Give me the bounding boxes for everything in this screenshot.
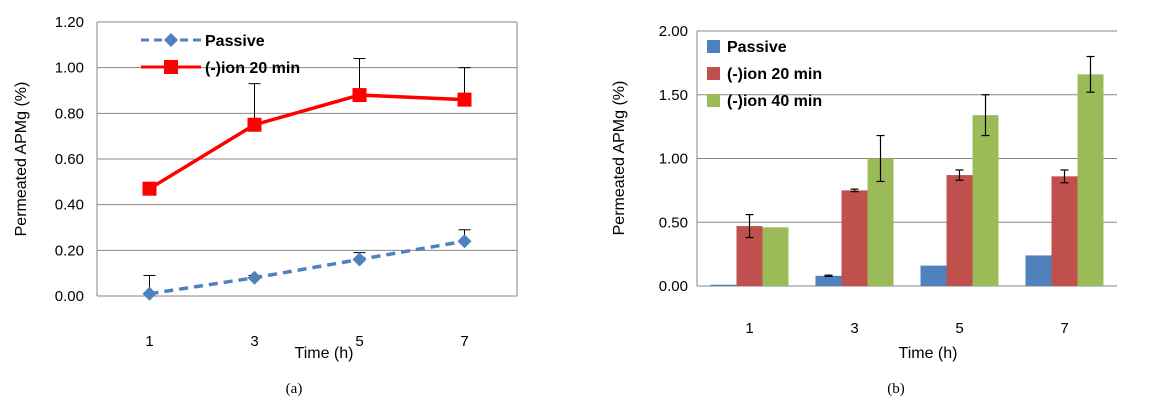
chart-b-xlabel: Time (h) [899, 345, 958, 362]
chart-b-legend: Passive (-)ion 20 min (-)ion 40 min [707, 39, 822, 110]
chart-a-y-tick: 0.20 [55, 242, 84, 259]
chart-b-y-tick: 1.00 [659, 151, 688, 168]
chart-a-legend-label: Passive [205, 33, 265, 50]
chart-b-y-tick: 0.50 [659, 214, 688, 231]
chart-a-series-line [148, 93, 465, 191]
chart-a-legend-label: (-)ion 20 min [205, 60, 300, 77]
chart-a-point [247, 117, 262, 132]
chart-b-x-tick: 5 [955, 320, 963, 337]
chart-b-x-tick: 7 [1060, 320, 1068, 337]
chart-a-legend-marker [164, 60, 178, 74]
chart-b-bar [920, 265, 947, 286]
chart-b-x-tick: 1 [745, 320, 753, 337]
chart-a-series-line [149, 239, 465, 296]
chart-b-bar [762, 227, 789, 286]
chart-a-point [247, 270, 262, 285]
chart-b-x-tick: 3 [850, 320, 858, 337]
chart-a-ylabel: Permeated APMg (%) [13, 82, 30, 237]
chart-b-legend-label: Passive [727, 39, 787, 56]
chart-b-bar [972, 115, 999, 287]
chart-b-bar [1077, 74, 1104, 286]
chart-b-y-tick-labels: 0.00 0.50 1.00 1.50 2.00 [659, 23, 688, 295]
chart-a-point [352, 88, 367, 103]
chart-b-bar [815, 275, 842, 286]
chart-a-point [457, 92, 472, 107]
chart-a-point [142, 286, 157, 301]
chart-b-legend-swatch [707, 94, 720, 107]
chart-b-legend-label: (-)ion 40 min [727, 93, 822, 110]
chart-a-point [142, 181, 157, 196]
chart-b-y-tick: 1.50 [659, 87, 688, 104]
chart-a-gridlines [96, 21, 518, 297]
chart-b-y-tick: 2.00 [659, 23, 688, 40]
chart-a-x-tick: 1 [145, 333, 153, 350]
chart-a-x-tick-labels: 1 3 5 7 [145, 333, 468, 350]
chart-a-x-tick: 3 [250, 333, 258, 350]
chart-b: 0.00 0.50 1.00 1.50 2.00 1 3 5 7 Passive (-)ion … [611, 23, 1117, 397]
chart-a-y-tick: 0.00 [55, 288, 84, 305]
chart-a-point [457, 234, 472, 249]
chart-a-y-tick: 0.80 [55, 105, 84, 122]
chart-a-y-tick: 1.00 [55, 60, 84, 77]
chart-a-y-tick: 1.20 [55, 14, 84, 31]
chart-b-bar [1051, 176, 1078, 286]
chart-a-caption: (a) [286, 381, 303, 397]
chart-a-legend-marker [164, 33, 178, 47]
chart-b-bar [710, 284, 737, 286]
chart-b-gridlines [696, 30, 1117, 287]
chart-a-x-tick: 5 [355, 333, 363, 350]
chart-b-caption: (b) [887, 381, 905, 397]
chart-b-legend-swatch [707, 67, 720, 80]
chart-b-legend-label: (-)ion 20 min [727, 66, 822, 83]
chart-b-bar [1025, 255, 1052, 286]
chart-a-y-tick: 0.40 [55, 197, 84, 214]
chart-a-series [142, 58, 472, 301]
chart-a-x-tick: 7 [460, 333, 468, 350]
chart-b-legend-swatch [707, 40, 720, 53]
chart-a-point [352, 252, 367, 267]
chart-b-x-tick-labels: 1 3 5 7 [745, 320, 1068, 337]
chart-a-xlabel: Time (h) [295, 345, 354, 362]
chart-a: 0.00 0.20 0.40 0.60 0.80 1.00 1.20 1 3 5 7 Passiv… [13, 14, 518, 397]
chart-b-y-tick: 0.00 [659, 278, 688, 295]
chart-a-y-tick: 0.60 [55, 151, 84, 168]
chart-b-ylabel: Permeated APMg (%) [611, 81, 628, 236]
chart-a-legend: Passive (-)ion 20 min [141, 33, 300, 77]
chart-b-bar [841, 190, 868, 286]
chart-b-series [710, 55, 1104, 287]
chart-a-y-tick-labels: 0.00 0.20 0.40 0.60 0.80 1.00 1.20 [55, 14, 84, 305]
chart-b-bar [946, 175, 973, 286]
